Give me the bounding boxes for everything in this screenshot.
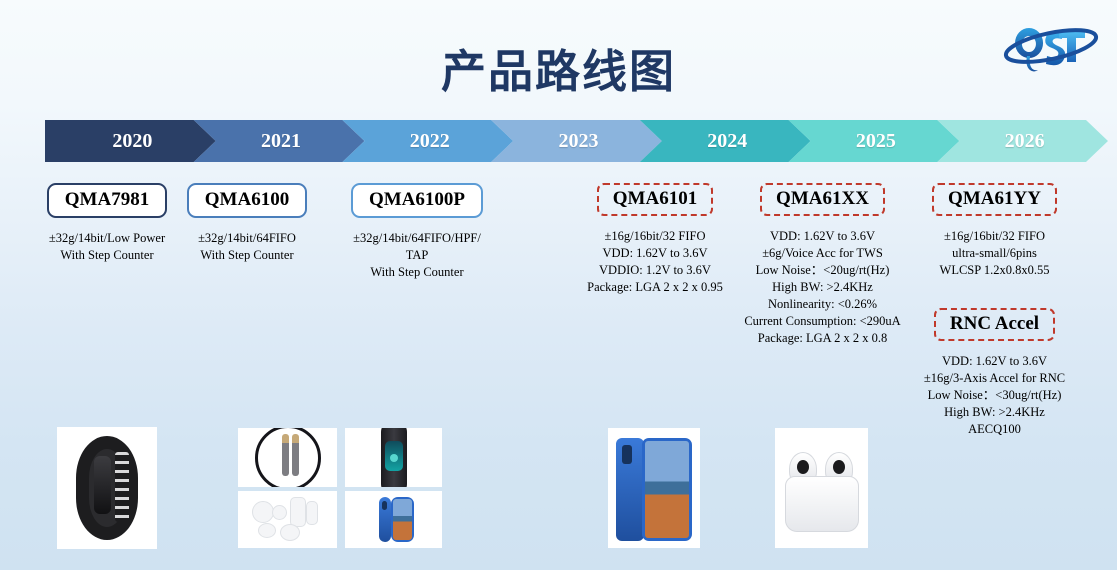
spec-line: Low Noise：<30ug/rt(Hz): [927, 388, 1062, 402]
spec-line: ±32g/14bit/Low Power: [48, 231, 166, 245]
timeline-arrow-2021[interactable]: 2021: [194, 120, 365, 162]
timeline-bar: 2020 2021 2022 2023 2024 2025 2026: [45, 120, 1108, 162]
product-name-badge[interactable]: QMA7981: [46, 183, 168, 218]
spec-line: VDD: 1.62V to 3.6V: [942, 354, 1047, 368]
product-spec-list: ±32g/14bit/64FIFO/HPF/ TAP With Step Cou…: [322, 230, 512, 281]
timeline-arrow-2023[interactable]: 2023: [491, 120, 662, 162]
timeline-year-label: 2025: [855, 129, 896, 152]
timeline-arrow-2024[interactable]: 2024: [640, 120, 811, 162]
jump-rope-photo: [238, 428, 337, 487]
wireless-earbuds-photo: [775, 428, 868, 548]
spec-line: VDD: 1.62V to 3.6V: [602, 246, 708, 260]
product-column-qma6100: QMA6100 ±32g/14bit/64FIFO With Step Coun…: [182, 183, 312, 264]
spec-line: High BW: >2.4KHz: [772, 280, 873, 294]
product-column-qma6100p: QMA6100P ±32g/14bit/64FIFO/HPF/ TAP With…: [322, 183, 512, 281]
product-name-badge[interactable]: QMA6100P: [350, 183, 484, 218]
product-column-qma7981: QMA7981 ±32g/14bit/Low Power With Step C…: [42, 183, 172, 264]
timeline-year-label: 2022: [409, 129, 450, 152]
smartphone-small-photo: [345, 491, 442, 548]
product-column-rnc-accel: RNC Accel VDD: 1.62V to 3.6V ±16g/3-Axis…: [912, 308, 1077, 438]
spec-line: ±6g/Voice Acc for TWS: [762, 246, 883, 260]
product-spec-list: VDD: 1.62V to 3.6V ±6g/Voice Acc for TWS…: [735, 228, 910, 347]
timeline-year-label: 2026: [1004, 129, 1045, 152]
spec-line: Current Consumption: <290uA: [744, 314, 901, 328]
product-spec-list: ±16g/16bit/32 FIFO ultra-small/6pins WLC…: [912, 228, 1077, 279]
spec-line: Package: LGA 2 x 2 x 0.8: [757, 331, 888, 345]
smart-home-devices-photo: [238, 491, 337, 548]
product-spec-list: ±16g/16bit/32 FIFO VDD: 1.62V to 3.6V VD…: [575, 228, 735, 296]
logo-orbit-ring: [1003, 28, 1099, 64]
spec-line: VDD: 1.62V to 3.6V: [770, 229, 875, 243]
fitness-tracker-photo: [345, 428, 442, 487]
product-name-badge[interactable]: QMA6101: [596, 183, 714, 216]
spec-line: TAP: [405, 248, 429, 262]
page-title: 产品路线图: [440, 45, 676, 98]
spec-line: Low Noise：<20ug/rt(Hz): [755, 263, 890, 277]
spec-line: ±32g/14bit/64FIFO/HPF/: [353, 231, 481, 245]
spec-line: With Step Counter: [60, 248, 154, 262]
logo-letter-t: [1059, 30, 1085, 62]
timeline-year-label: 2020: [112, 129, 153, 152]
smartphone-large-photo: [608, 428, 700, 548]
timeline-arrow-2026[interactable]: 2026: [937, 120, 1108, 162]
product-column-qma6101: QMA6101 ±16g/16bit/32 FIFO VDD: 1.62V to…: [575, 183, 735, 296]
spec-line: With Step Counter: [200, 248, 294, 262]
product-name-badge[interactable]: QMA61XX: [760, 183, 885, 216]
spec-line: AECQ100: [968, 422, 1021, 436]
spec-line: Package: LGA 2 x 2 x 0.95: [587, 280, 723, 294]
timeline-year-label: 2023: [558, 129, 599, 152]
timeline-year-label: 2021: [261, 129, 302, 152]
spec-line: High BW: >2.4KHz: [944, 405, 1045, 419]
spec-line: ultra-small/6pins: [952, 246, 1037, 260]
product-spec-list: ±32g/14bit/64FIFO With Step Counter: [182, 230, 312, 264]
product-spec-list: VDD: 1.62V to 3.6V ±16g/3-Axis Accel for…: [912, 353, 1077, 438]
product-name-badge[interactable]: QMA6100: [186, 183, 308, 218]
timeline-year-label: 2024: [707, 129, 748, 152]
product-spec-list: ±32g/14bit/Low Power With Step Counter: [42, 230, 172, 264]
fitness-band-photo: [57, 427, 157, 549]
qst-logo: [999, 18, 1103, 80]
spec-line: ±16g/16bit/32 FIFO: [944, 229, 1045, 243]
product-name-badge[interactable]: RNC Accel: [933, 308, 1056, 341]
spec-line: ±16g/16bit/32 FIFO: [604, 229, 706, 243]
spec-line: ±16g/3-Axis Accel for RNC: [923, 371, 1066, 385]
product-column-qma61xx: QMA61XX VDD: 1.62V to 3.6V ±6g/Voice Acc…: [735, 183, 910, 347]
timeline-arrow-2022[interactable]: 2022: [342, 120, 513, 162]
timeline-arrow-2025[interactable]: 2025: [789, 120, 960, 162]
spec-line: WLCSP 1.2x0.8x0.55: [939, 263, 1050, 277]
spec-line: With Step Counter: [370, 265, 464, 279]
spec-line: Nonlinearity: <0.26%: [767, 297, 878, 311]
timeline-arrow-2020[interactable]: 2020: [45, 120, 216, 162]
spec-line: VDDIO: 1.2V to 3.6V: [599, 263, 711, 277]
product-column-qma61yy: QMA61YY ±16g/16bit/32 FIFO ultra-small/6…: [912, 183, 1077, 279]
product-name-badge[interactable]: QMA61YY: [932, 183, 1057, 216]
spec-line: ±32g/14bit/64FIFO: [198, 231, 296, 245]
